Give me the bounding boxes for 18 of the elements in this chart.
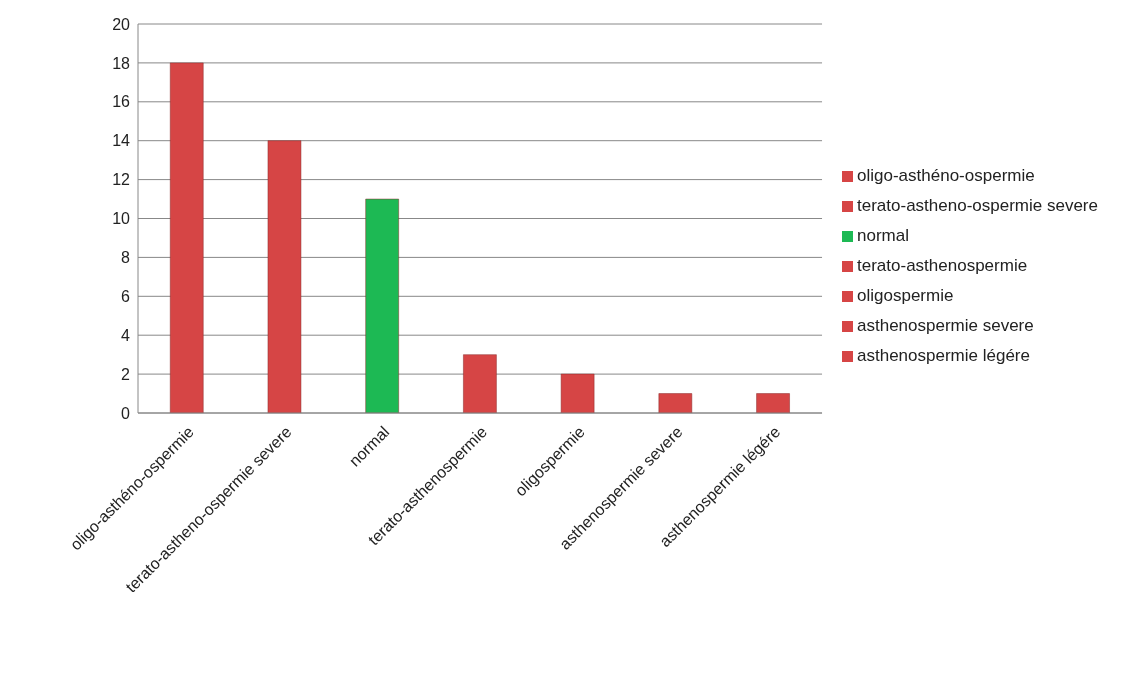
legend-label: asthenospermie severe [857,315,1034,335]
legend-label: terato-astheno-ospermie severe [857,195,1098,215]
legend-label: oligospermie [857,285,954,305]
y-tick-label: 10 [112,210,131,228]
y-tick-label: 14 [112,132,131,150]
y-tick-label: 6 [121,287,131,305]
legend-label: terato-asthenospermie [857,255,1028,275]
legend-label: oligo-asthéno-ospermie [857,165,1035,185]
y-tick-label: 20 [112,15,131,33]
y-tick-label: 18 [112,54,131,72]
y-tick-label: 8 [121,249,131,267]
y-tick-label: 2 [121,365,131,383]
legend-label: asthenospermie légére [857,345,1030,365]
y-tick-label: 0 [121,404,131,422]
legend-label: normal [857,225,909,245]
y-tick-label: 16 [112,93,131,111]
y-tick-label: 4 [121,326,131,344]
y-tick-label: 12 [112,171,131,189]
